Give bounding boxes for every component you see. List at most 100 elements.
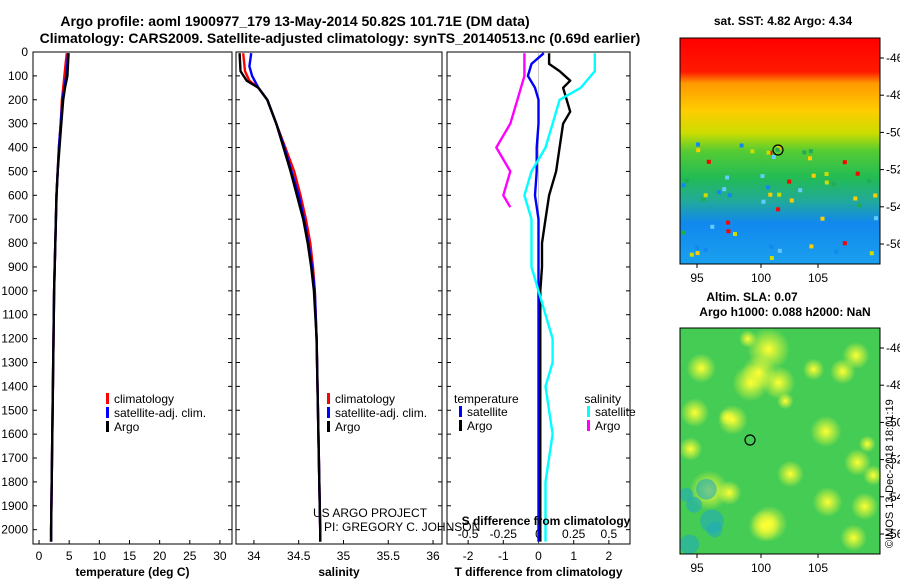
sst-pixel [853,196,858,201]
legend-swatch-satellite [327,407,330,418]
sla-anomaly-blob [719,408,736,426]
credit-line-1: US ARGO PROJECT [313,506,428,520]
legend-swatch-climatology [327,393,330,404]
x2-tick-label: -0.25 [490,527,518,541]
sla-anomaly-blob [776,460,804,488]
temperature-legend: climatology satellite-adj. clim. Argo [106,392,206,434]
sst-pixel [750,149,755,154]
sst-pixel [769,244,774,249]
sst-pixel [808,149,813,154]
title-line-1: Argo profile: aoml 1900977_179 13-May-20… [60,13,529,29]
sst-pixel [761,199,766,204]
plot-frame [235,51,443,545]
sst-pixel [703,247,708,252]
x-tick-label: 30 [213,549,227,563]
legend-label-s-argo: Argo [595,419,621,433]
lat-tick-label: -48 [886,378,900,392]
lon-tick-label: 100 [751,561,771,575]
sst-map-frame [679,37,881,265]
y-tick-label: 200 [8,93,28,107]
sla-map-title-2: Argo h1000: 0.088 h2000: NaN [699,305,870,319]
x-tick-label: 34 [247,549,261,563]
legend-label-argo: Argo [114,420,140,434]
x-axis-label: temperature (deg C) [75,565,189,579]
sst-pixel [733,232,737,236]
series-line-satellite [526,52,545,542]
sst-map: -46 -48 -50 -52 -54 -56 95 100 105 [679,37,900,285]
salinity-panel: 34 34.5 35 35.5 36 salinity [235,51,443,579]
sst-pixel [695,251,700,256]
lat-tick-label: -48 [886,88,900,102]
sst-map-title: sat. SST: 4.82 Argo: 4.34 [714,14,853,28]
argo-location-marker [744,434,756,446]
y-tick-label: 0 [21,45,28,59]
sla-anomaly-blob [739,330,757,348]
legend-label-climatology: climatology [114,392,174,406]
legend-swatch-argo [327,421,330,432]
sst-pixel [831,182,836,187]
sla-anomaly-blob [844,448,871,476]
sst-pixel [725,175,730,180]
sst-pixel [771,155,776,159]
series-line-satellite [523,53,596,542]
sla-anomaly-blob [686,353,716,384]
sst-pixel [726,229,731,234]
argo-location-marker [772,144,784,156]
sst-pixel [798,188,803,193]
sst-pixel [684,178,689,183]
sst-pixel [681,230,686,235]
series-line-argo [238,53,322,542]
y-tick-label: 1200 [1,332,28,346]
sst-pixel [689,252,694,257]
legend-label-satellite: satellite-adj. clim. [335,406,427,420]
legend-title-temperature: temperature [454,392,519,406]
legend-label-climatology: climatology [335,392,395,406]
sla-anomaly-blob [706,521,723,538]
sst-pixel [777,192,782,197]
y-tick-label: 1500 [1,403,28,417]
sst-pixel [722,187,727,192]
x-tick-label: 0 [535,549,542,563]
y-tick-label: 300 [8,117,28,131]
sla-anomaly-blob [858,435,876,453]
imos-timestamp: ©IMOS 13-Dec-2018 18:01:19 [884,399,896,548]
series-line-climatology [242,53,322,542]
y-tick-label: 1000 [1,284,28,298]
salinity-legend: climatology satellite-adj. clim. Argo [327,392,427,434]
x-tick-label: -2 [463,549,474,563]
difference-panel: -2 -1 0 1 2 T difference from climatology -0.5… [446,51,631,579]
x-tick-label: 0 [36,549,43,563]
x-tick-label: 5 [66,549,73,563]
sla-anomaly-blob [842,341,870,370]
y-tick-label: 1900 [1,499,28,513]
sst-pixel [826,216,831,221]
y-tick-label: 100 [8,69,28,83]
sst-field [680,38,880,264]
sst-pixel [766,150,771,155]
sla-anomaly-blob [696,478,717,500]
legend-title-salinity: salinity [584,392,621,406]
sla-anomaly-blob [840,524,867,552]
y-tick-label: 1700 [1,451,28,465]
sst-pixel [696,142,700,147]
sst-pixel [873,193,878,198]
x-tick-label: 36 [426,549,440,563]
sst-pixel [857,203,862,208]
legend-swatch-s-argo [587,420,590,431]
x2-tick-label: 0.5 [601,527,618,541]
legend-swatch-s-satellite [587,406,590,417]
series-line-argo [495,53,526,208]
legend-label-s-satellite: satellite [595,405,636,419]
sla-anomaly-blob [812,487,843,517]
lat-tick-label: -56 [886,527,900,541]
sst-pixel [760,221,765,226]
lat-tick-label: -52 [886,453,900,467]
sst-pixel [869,251,874,256]
sst-pixel [824,180,829,185]
legend-swatch-argo [106,421,109,432]
x2-tick-label: 0.25 [562,527,586,541]
sst-pixel [703,193,708,198]
x-axis-label: salinity [318,565,360,579]
sst-pixel [777,248,782,253]
